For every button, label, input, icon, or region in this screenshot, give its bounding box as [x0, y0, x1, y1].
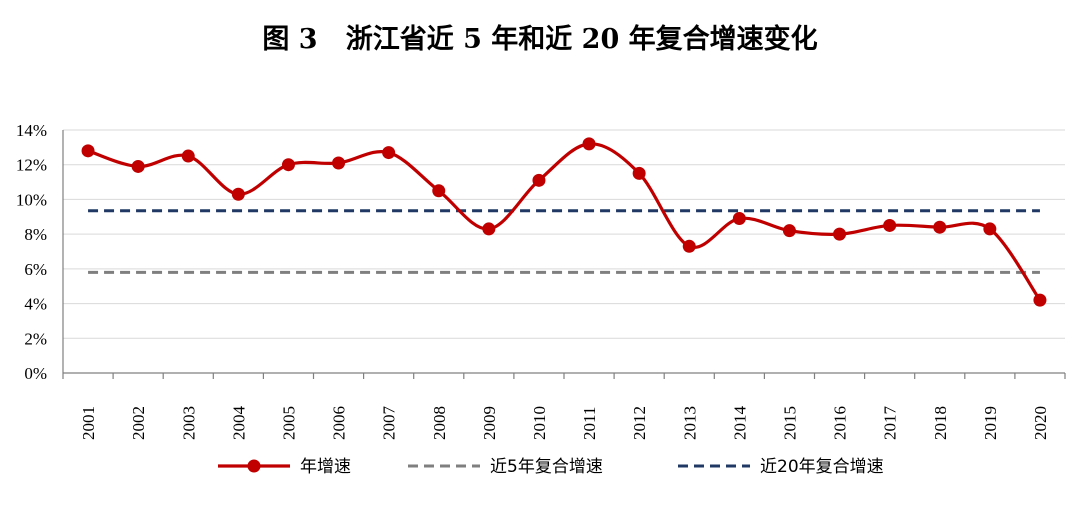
data-point-2002	[131, 159, 145, 173]
data-point-2014	[732, 212, 746, 226]
data-point-2001	[81, 144, 95, 158]
data-point-2012	[632, 166, 646, 180]
x-tick-label: 2017	[881, 406, 900, 441]
series-year-growth	[81, 137, 1047, 307]
chart-title: 图 3 浙江省近 5 年和近 20 年复合增速变化	[262, 23, 817, 55]
x-tick-label: 2020	[1031, 406, 1050, 440]
data-point-2011	[582, 137, 596, 151]
y-tick-label: 6%	[24, 260, 47, 279]
legend-label: 年增速	[300, 457, 351, 477]
data-point-2007	[382, 146, 396, 160]
x-tick-label: 2002	[129, 406, 148, 440]
data-point-2009	[482, 222, 496, 236]
x-tick-label: 2005	[279, 406, 298, 440]
y-tick-label: 12%	[16, 156, 47, 175]
data-point-2005	[281, 158, 295, 172]
y-tick-label: 2%	[24, 329, 47, 348]
data-point-2010	[532, 173, 546, 187]
data-point-2006	[332, 156, 346, 170]
x-tick-label: 2006	[330, 406, 349, 440]
reference-lines	[88, 209, 1040, 274]
x-tick-label: 2015	[780, 406, 799, 440]
data-point-2013	[682, 239, 696, 253]
legend-swatch-marker	[247, 459, 261, 473]
legend-label: 近5年复合增速	[490, 457, 603, 477]
data-point-2016	[833, 227, 847, 241]
data-point-2004	[231, 187, 245, 201]
y-tick-label: 8%	[24, 225, 47, 244]
data-point-2003	[181, 149, 195, 163]
x-tick-label: 2014	[730, 406, 749, 441]
series-line	[87, 142, 1042, 302]
x-tick-label: 2019	[981, 406, 1000, 440]
data-point-2015	[782, 224, 796, 238]
x-tick-label: 2018	[931, 406, 950, 440]
data-point-2018	[933, 220, 947, 234]
x-tick-label: 2007	[380, 406, 399, 441]
gridlines	[63, 129, 1065, 339]
y-tick-label: 10%	[16, 190, 47, 209]
legend-label: 近20年复合增速	[760, 457, 884, 477]
x-tick-label: 2001	[79, 406, 98, 440]
x-tick-label: 2010	[530, 406, 549, 440]
x-tick-label: 2011	[580, 407, 599, 440]
data-point-2017	[883, 218, 897, 232]
y-tick-label: 14%	[16, 121, 47, 140]
y-tick-label: 4%	[24, 295, 47, 314]
data-point-2019	[983, 222, 997, 236]
x-tick-label: 2012	[630, 406, 649, 440]
x-tick-label: 2016	[831, 406, 850, 440]
data-point-2008	[432, 184, 446, 198]
x-tick-label: 2013	[680, 406, 699, 440]
legend: 年增速 近5年复合增速 近20年复合增速	[218, 457, 884, 477]
y-tick-label: 0%	[24, 364, 47, 383]
x-tick-label: 2003	[179, 406, 198, 440]
x-tick-label: 2004	[229, 406, 248, 441]
x-axis	[62, 130, 1066, 379]
x-tick-label: 2009	[480, 406, 499, 440]
x-axis-ticks: 2001 2002 2003 2004 2005 2006 2007 2008 2009 2010…	[79, 406, 1050, 441]
y-axis-ticks: 0% 2% 4% 6% 8% 10% 12% 14%	[16, 121, 47, 383]
data-point-2020	[1033, 293, 1047, 307]
x-tick-label: 2008	[430, 406, 449, 440]
